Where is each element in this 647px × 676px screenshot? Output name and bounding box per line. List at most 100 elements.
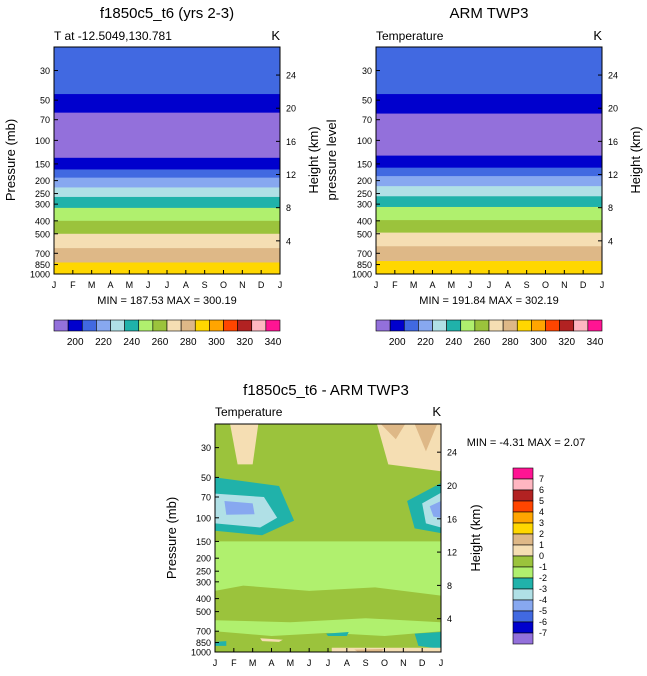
contour-band <box>54 157 280 171</box>
colorbar-label: 240 <box>445 337 462 348</box>
colorbar-label: -7 <box>539 628 547 638</box>
contour-patch <box>380 424 406 440</box>
y-tick-label: 50 <box>40 96 50 106</box>
min-max-label: MIN = 187.53 MAX = 300.19 <box>97 295 236 307</box>
y-tick-label: 400 <box>357 216 372 226</box>
y-tick-label: 70 <box>362 115 372 125</box>
y-tick-label: 700 <box>357 249 372 259</box>
contour-band <box>376 246 602 262</box>
y-right-tick-label: 8 <box>286 203 291 213</box>
colorbar-label: 240 <box>123 337 140 348</box>
colorbar-label: 300 <box>208 337 225 348</box>
contour-band <box>376 196 602 208</box>
x-tick-label: A <box>505 280 511 290</box>
contour-band <box>54 233 280 249</box>
x-tick-label: F <box>231 658 237 668</box>
contour-band <box>54 248 280 264</box>
min-max-label: MIN = -4.31 MAX = 2.07 <box>467 437 586 449</box>
y-tick-label: 200 <box>357 176 372 186</box>
panel-difference: f1850c5_t6 - ARM TWP3 Temperature K 3050… <box>164 382 585 668</box>
contour-band <box>376 186 602 197</box>
x-tick-label: J <box>278 280 283 290</box>
y-right-tick-label: 4 <box>447 614 452 624</box>
contour-band <box>54 112 280 159</box>
colorbar-swatch <box>512 555 534 568</box>
y-right-tick-label: 16 <box>608 137 618 147</box>
x-tick-label: J <box>468 280 473 290</box>
y-tick-label: 850 <box>357 260 372 270</box>
y-tick-label: 500 <box>196 607 211 617</box>
contour-band <box>54 94 280 114</box>
y-tick-label: 250 <box>357 189 372 199</box>
x-tick-label: J <box>213 658 218 668</box>
colorbar-label: 220 <box>95 337 112 348</box>
colorbar-label: 280 <box>180 337 197 348</box>
height-axis: 24 20 16 12 8 4 <box>276 71 296 246</box>
colorbar-label: 320 <box>558 337 575 348</box>
y-axis-right-label: Height (km) <box>628 126 643 193</box>
x-tick-label: O <box>381 658 388 668</box>
min-max-label: MIN = 191.84 MAX = 302.19 <box>419 295 558 307</box>
y-tick-label: 30 <box>40 66 50 76</box>
colorbar-swatch <box>512 599 534 612</box>
contour-patch <box>354 649 385 652</box>
colorbar-label: 280 <box>502 337 519 348</box>
colorbar-swatch <box>209 319 224 332</box>
panel-subtitle: Temperature <box>376 29 444 43</box>
y-right-tick-label: 24 <box>447 448 457 458</box>
x-tick-label: N <box>239 280 246 290</box>
panel-observation: ARM TWP3 Temperature K 30 50 70 100 150 200 25… <box>324 5 643 307</box>
y-tick-label: 300 <box>357 200 372 210</box>
colorbar-swatch <box>96 319 111 332</box>
height-axis: 24 20 16 12 8 4 <box>437 448 457 624</box>
x-tick-label: J <box>600 280 605 290</box>
y-right-tick-label: 16 <box>286 137 296 147</box>
x-tick-label: J <box>307 658 312 668</box>
colorbar-swatch <box>512 489 534 502</box>
y-right-tick-label: 4 <box>286 236 291 246</box>
colorbar-swatch <box>53 319 69 332</box>
y-right-tick-label: 4 <box>608 236 613 246</box>
panel-subtitle: T at -12.5049,130.781 <box>54 29 172 43</box>
x-tick-label: D <box>419 658 426 668</box>
colorbar-label: 6 <box>539 485 544 495</box>
colorbar-swatch <box>152 319 168 332</box>
colorbar-label: -2 <box>539 573 547 583</box>
x-tick-label: N <box>561 280 568 290</box>
colorbar-swatch <box>516 319 532 332</box>
y-right-tick-label: 20 <box>608 104 618 114</box>
colorbar-swatch <box>488 319 504 332</box>
contour-patch <box>414 424 438 452</box>
colorbar-label: 3 <box>539 518 544 528</box>
contour-band <box>376 220 602 234</box>
colorbar-label: -1 <box>539 562 547 572</box>
x-tick-label: M <box>126 280 134 290</box>
x-tick-label: A <box>429 280 435 290</box>
contour-area <box>376 47 602 274</box>
y-right-tick-label: 20 <box>447 481 457 491</box>
contour-patch <box>326 632 349 637</box>
colorbar-swatch <box>81 319 97 332</box>
y-right-tick-label: 12 <box>608 170 618 180</box>
colorbar-label: 7 <box>539 474 544 484</box>
contour-band <box>376 176 602 187</box>
x-tick-label: J <box>374 280 379 290</box>
contour-band <box>54 47 280 95</box>
contour-band <box>54 220 280 235</box>
x-tick-label: J <box>487 280 492 290</box>
y-tick-label: 70 <box>40 115 50 125</box>
panel-units: K <box>271 28 280 43</box>
colorbar-swatch <box>194 319 210 332</box>
colorbar-swatch <box>403 319 419 332</box>
colorbar-swatch <box>512 511 534 524</box>
y-tick-label: 250 <box>35 189 50 199</box>
colorbar-swatch <box>110 319 125 332</box>
contour-patch <box>224 501 255 515</box>
contour-patch <box>429 501 441 518</box>
panel-title: ARM TWP3 <box>450 5 529 22</box>
y-tick-label: 850 <box>35 260 50 270</box>
colorbar-swatch <box>573 319 589 332</box>
